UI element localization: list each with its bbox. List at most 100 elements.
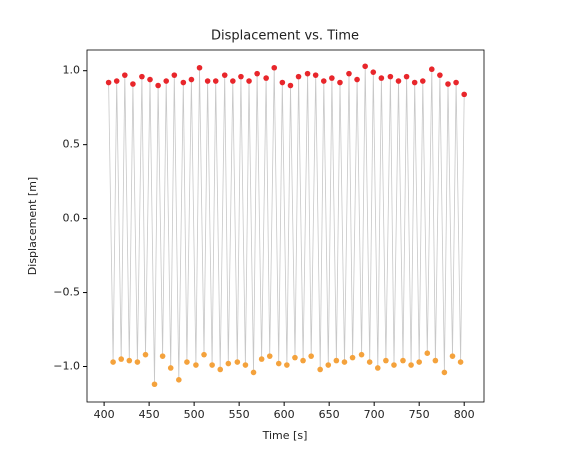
extremum-point [441,369,448,376]
extremum-point [387,73,394,80]
extremum-point [204,78,211,84]
extremum-point [419,78,426,84]
extremum-point [346,70,352,77]
extremum-point [263,75,269,81]
extremum-point [403,73,410,80]
y-tick-label: 0.0 [63,212,81,225]
extremum-point [242,362,249,368]
extremum-point [221,72,228,78]
extremum-point [230,78,236,84]
x-tick-label: 800 [454,408,475,421]
extremum-point [358,351,365,358]
extremum-point [395,78,402,84]
y-tick-label: 1.0 [63,64,81,77]
extremum-point [337,79,343,86]
extremum-point [329,75,335,81]
extremum-point [176,377,182,383]
extremum-point [180,79,187,86]
extremum-point [411,79,418,86]
y-tick-label: 0.5 [63,138,81,151]
extremum-point [391,362,397,368]
extremum-point [416,359,422,365]
plot-frame [86,49,485,403]
extremum-point [362,63,368,70]
extremum-point [212,78,219,84]
extremum-point [151,381,158,388]
x-tick-label: 700 [364,408,385,421]
extremum-point [193,362,199,368]
extremum-point [217,366,224,373]
extremum-point [284,362,290,368]
extremum-point [105,79,112,86]
extremum-point [408,362,414,368]
extremum-point [246,78,252,84]
extremum-point [142,351,149,358]
extremum-point [304,70,311,77]
extremum-point [400,357,406,364]
chart-title: Displacement vs. Time [211,29,359,44]
extremum-point [122,72,128,78]
extremum-point [118,356,125,362]
extremum-point [445,81,451,87]
extremum-point [155,82,161,89]
extremum-point [250,369,257,376]
y-axis-label: Displacement [m] [26,177,39,275]
extremum-point [188,76,195,83]
extremum-point [279,79,286,86]
x-tick-label: 500 [184,408,205,421]
extremum-point [300,357,306,364]
extremum-point [258,356,265,362]
extremum-point [320,78,327,84]
extremum-point [275,360,282,367]
extremum-point [287,82,294,89]
extremum-point [209,362,215,368]
extremum-point [134,359,141,365]
y-tick-label: −0.5 [53,286,80,299]
extremum-point [271,64,278,71]
extremum-point [225,360,232,367]
extremum-point [130,81,136,87]
extremum-point [374,365,381,371]
extremum-point [378,75,385,81]
signal-line [108,66,465,385]
extremum-point [184,359,190,365]
extremum-point [292,354,298,361]
extremum-point [238,73,244,80]
extremum-point [171,72,178,78]
extremum-point [139,73,145,80]
extremum-point [308,353,314,359]
extremum-point [453,79,459,86]
extremum-point [147,76,153,83]
extremum-point [366,359,373,365]
extremum-point [196,64,203,71]
extremum-point [312,72,319,78]
x-tick-label: 550 [229,408,250,421]
extremum-point [295,73,302,80]
extremum-point [428,66,435,73]
extremum-point [254,70,260,77]
x-tick-label: 750 [409,408,430,421]
x-tick-label: 650 [319,408,340,421]
extremum-point [432,357,439,364]
x-tick-label: 600 [274,408,295,421]
extremum-point [159,353,166,359]
x-tick-label: 400 [94,408,115,421]
x-axis-label: Time [s] [262,429,308,442]
extremum-point [163,78,170,84]
extremum-point [341,359,348,365]
extremum-point [325,362,332,368]
extremum-point [317,366,323,373]
extremum-point [354,76,360,83]
extremum-point [126,357,133,364]
extremum-point [383,357,389,364]
extremum-point [110,359,116,365]
x-tick-label: 450 [139,408,160,421]
extremum-point [457,359,464,365]
extremum-point [167,365,174,371]
extremum-point [370,69,377,75]
extremum-point [349,354,356,361]
extremum-point [113,78,120,84]
extremum-point [266,353,273,359]
extremum-point [333,357,340,364]
